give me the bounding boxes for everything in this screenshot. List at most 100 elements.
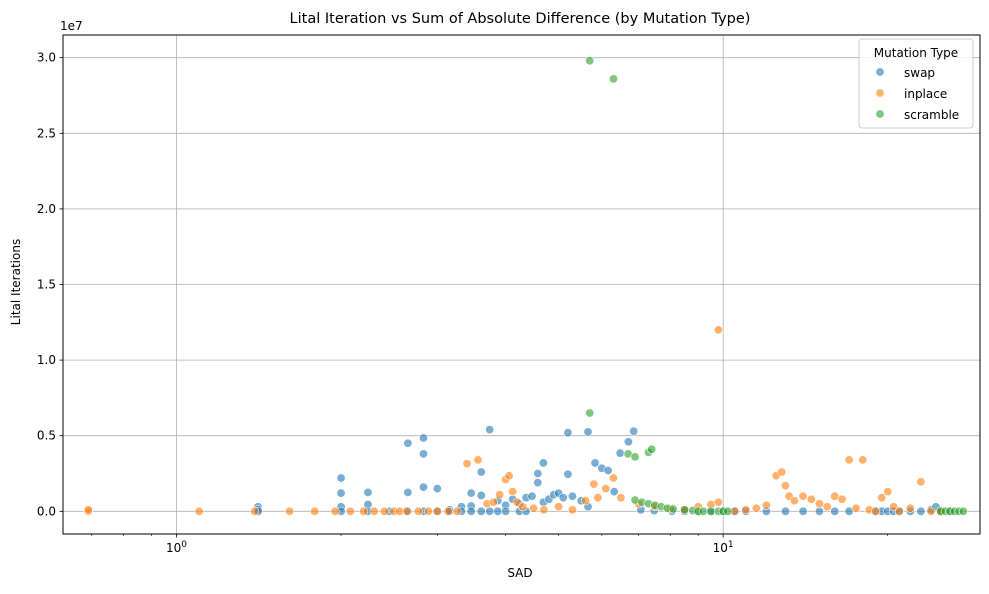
- point-inplace: [345, 506, 355, 516]
- point-inplace: [539, 505, 549, 515]
- point-scramble: [608, 74, 618, 84]
- grid: [63, 35, 980, 534]
- point-inplace: [713, 325, 723, 335]
- point-swap: [466, 506, 476, 516]
- point-inplace: [310, 506, 320, 516]
- legend-label-inplace: inplace: [904, 87, 947, 101]
- point-inplace: [589, 479, 599, 489]
- point-swap: [567, 491, 577, 501]
- point-inplace: [916, 477, 926, 487]
- point-swap: [418, 449, 428, 459]
- point-inplace: [926, 506, 936, 516]
- point-inplace: [432, 506, 442, 516]
- point-inplace: [567, 505, 577, 515]
- point-inplace: [616, 493, 626, 503]
- point-inplace: [608, 473, 618, 483]
- axis-ticks: 0.0 0.5 1.0 1.5 2.0 2.5 3.0 100 101: [37, 51, 889, 555]
- point-scramble: [698, 506, 708, 516]
- point-inplace: [518, 502, 528, 512]
- point-scramble: [668, 504, 678, 514]
- point-scramble: [723, 506, 733, 516]
- point-swap: [403, 487, 413, 497]
- point-inplace: [402, 506, 412, 516]
- point-inplace: [452, 506, 462, 516]
- point-swap: [558, 493, 568, 503]
- y-axis-label: Lital Iterations: [9, 239, 23, 325]
- point-inplace: [488, 497, 498, 507]
- point-inplace: [504, 471, 514, 481]
- point-inplace: [751, 503, 761, 513]
- svg-text:1e7: 1e7: [60, 19, 83, 33]
- point-swap: [603, 465, 613, 475]
- point-swap: [623, 437, 633, 447]
- point-inplace: [789, 496, 799, 506]
- point-scramble: [647, 444, 657, 454]
- point-swap: [830, 506, 840, 516]
- point-swap: [403, 438, 413, 448]
- point-inplace: [473, 455, 483, 465]
- point-inplace: [593, 493, 603, 503]
- point-inplace: [777, 467, 787, 477]
- point-swap: [563, 469, 573, 479]
- point-swap: [363, 487, 373, 497]
- point-swap: [336, 488, 346, 498]
- point-swap: [476, 506, 486, 516]
- point-inplace: [529, 503, 539, 513]
- point-swap: [493, 506, 503, 516]
- y-tick-label: 0.0: [37, 504, 56, 518]
- y-offset-label: 1e7: [60, 19, 83, 33]
- point-inplace: [285, 506, 295, 516]
- point-inplace: [580, 496, 590, 506]
- point-scramble: [680, 505, 690, 515]
- point-swap: [418, 482, 428, 492]
- point-inplace: [713, 497, 723, 507]
- point-swap: [485, 425, 495, 435]
- point-inplace: [837, 494, 847, 504]
- point-swap: [629, 426, 639, 436]
- data-points: [83, 56, 968, 516]
- point-inplace: [806, 494, 816, 504]
- point-swap: [432, 484, 442, 494]
- point-inplace: [554, 502, 564, 512]
- point-inplace: [814, 499, 824, 509]
- legend-marker-swap: [875, 67, 885, 77]
- point-inplace: [495, 490, 505, 500]
- point-inplace: [761, 500, 771, 510]
- y-tick-label: 1.5: [37, 278, 56, 292]
- point-swap: [615, 448, 625, 458]
- point-swap: [563, 428, 573, 438]
- legend-title: Mutation Type: [874, 46, 958, 60]
- legend-marker-inplace: [875, 88, 885, 98]
- y-tick-label: 1.0: [37, 353, 56, 367]
- point-inplace: [780, 481, 790, 491]
- point-inplace: [379, 506, 389, 516]
- point-swap: [583, 427, 593, 437]
- x-tick-label: 101: [713, 540, 734, 555]
- point-inplace: [844, 455, 854, 465]
- point-swap: [533, 469, 543, 479]
- point-swap: [501, 506, 511, 516]
- y-tick-label: 2.5: [37, 126, 56, 140]
- point-swap: [418, 433, 428, 443]
- point-swap: [485, 506, 495, 516]
- point-inplace: [822, 502, 832, 512]
- y-tick-label: 2.0: [37, 202, 56, 216]
- point-swap: [916, 506, 926, 516]
- point-swap: [538, 458, 548, 468]
- y-tick-label: 0.5: [37, 429, 56, 443]
- point-swap: [814, 506, 824, 516]
- point-swap: [336, 473, 346, 483]
- point-inplace: [369, 506, 379, 516]
- legend-marker-scramble: [875, 109, 885, 119]
- point-swap: [466, 488, 476, 498]
- point-inplace: [883, 487, 893, 497]
- point-inplace: [359, 506, 369, 516]
- point-inplace: [851, 503, 861, 513]
- point-inplace: [413, 506, 423, 516]
- point-inplace: [508, 487, 518, 497]
- point-scramble: [958, 506, 968, 516]
- point-inplace: [443, 506, 453, 516]
- point-inplace: [877, 493, 887, 503]
- point-inplace: [330, 506, 340, 516]
